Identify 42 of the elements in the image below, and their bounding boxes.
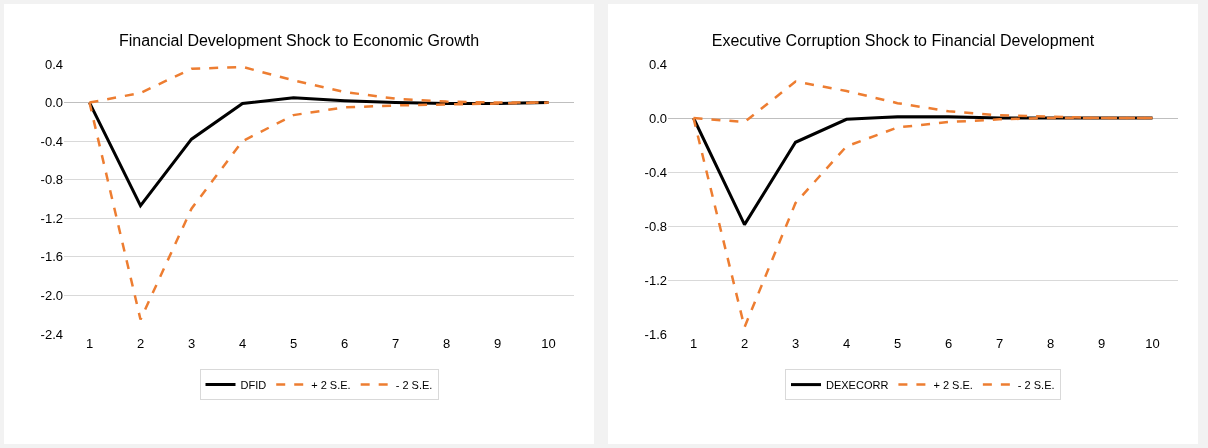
y-tick-label: 0.0 bbox=[648, 110, 667, 126]
y-tick-label: -0.4 bbox=[644, 164, 667, 180]
y-tick-label: 0.4 bbox=[44, 56, 63, 72]
x-tick-label: 7 bbox=[995, 336, 1004, 351]
x-tick-label: 8 bbox=[442, 336, 451, 351]
y-tick-label: -0.8 bbox=[644, 218, 667, 234]
x-tick-label: 2 bbox=[136, 336, 145, 351]
y-tick-label: -1.6 bbox=[40, 249, 63, 265]
legend-label: - 2 S.E. bbox=[395, 378, 433, 391]
x-tick-label: 6 bbox=[340, 336, 349, 351]
x-tick-label: 10 bbox=[1145, 336, 1160, 351]
x-tick-label: 7 bbox=[391, 336, 400, 351]
x-tick-label: 9 bbox=[493, 336, 502, 351]
x-tick-label: 6 bbox=[944, 336, 953, 351]
x-tick-label: 4 bbox=[238, 336, 247, 351]
x-tick-label: 4 bbox=[842, 336, 851, 351]
y-tick-label: -0.4 bbox=[40, 133, 63, 149]
y-tick-label: 0.4 bbox=[648, 56, 667, 72]
legend-label: + 2 S.E. bbox=[311, 378, 351, 391]
y-tick-label: -1.2 bbox=[644, 272, 667, 288]
legend-label: DFID bbox=[240, 378, 267, 391]
x-tick-label: 9 bbox=[1097, 336, 1106, 351]
legend-label: DEXECORR bbox=[826, 378, 889, 391]
x-tick-label: 3 bbox=[791, 336, 800, 351]
legend-label: - 2 S.E. bbox=[1017, 378, 1055, 391]
legend-label: + 2 S.E. bbox=[933, 378, 973, 391]
x-tick-label: 10 bbox=[541, 336, 556, 351]
chart-title: Executive Corruption Shock to Financial Development bbox=[711, 32, 1095, 49]
y-tick-label: 0.0 bbox=[44, 95, 63, 111]
x-tick-label: 3 bbox=[187, 336, 196, 351]
y-tick-label: -2.0 bbox=[40, 287, 63, 303]
x-tick-label: 5 bbox=[289, 336, 298, 351]
x-tick-label: 5 bbox=[893, 336, 902, 351]
x-tick-label: 2 bbox=[740, 336, 749, 351]
y-tick-label: -2.4 bbox=[40, 326, 63, 342]
x-tick-label: 1 bbox=[689, 336, 698, 351]
chart-title: Financial Development Shock to Economic Growth bbox=[118, 32, 480, 49]
x-tick-label: 8 bbox=[1046, 336, 1055, 351]
y-tick-label: -0.8 bbox=[40, 172, 63, 188]
y-tick-label: -1.2 bbox=[40, 210, 63, 226]
y-tick-label: -1.6 bbox=[644, 326, 667, 342]
x-tick-label: 1 bbox=[85, 336, 94, 351]
